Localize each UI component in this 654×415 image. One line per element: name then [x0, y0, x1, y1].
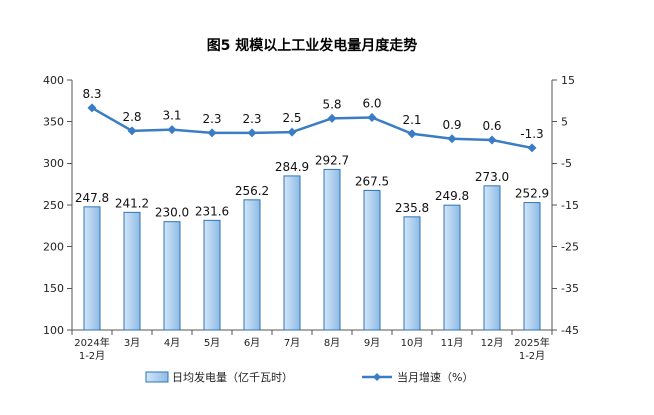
growth-rate-value-label: 2.3	[242, 112, 261, 126]
legend-item-bar: 日均发电量（亿千瓦时）	[145, 370, 293, 384]
y-left-tick-label: 150	[43, 282, 64, 295]
x-category-label: 12月	[481, 337, 504, 349]
x-category-label: 4月	[164, 337, 180, 349]
y-right-tick-label: 5	[561, 116, 568, 129]
y-left-tick-label: 250	[43, 199, 64, 212]
x-category-label: 2025年 1-2月	[514, 336, 549, 362]
growth-rate-marker	[87, 103, 97, 113]
bar	[523, 202, 541, 331]
legend-bar-label: 日均发电量（亿千瓦时）	[172, 370, 293, 384]
growth-rate-marker	[247, 128, 257, 138]
y-left-tick-label: 200	[43, 241, 64, 254]
y-left-tick-label: 300	[43, 157, 64, 170]
growth-rate-marker	[327, 113, 337, 123]
legend-line-label: 当月增速（%）	[397, 370, 473, 384]
growth-rate-value-label: 6.0	[362, 97, 381, 111]
legend: 日均发电量（亿千瓦时） 当月增速（%）	[145, 370, 473, 384]
growth-rate-value-label: 2.1	[402, 113, 421, 127]
growth-rate-line	[91, 106, 533, 150]
x-category-label: 8月	[324, 337, 340, 349]
growth-rate-value-label: 8.3	[82, 87, 101, 101]
growth-rate-value-label: 0.9	[442, 118, 461, 132]
growth-rate-marker	[527, 143, 537, 153]
bar-value-label: 284.9	[275, 160, 309, 174]
bar	[403, 216, 421, 331]
bar-value-label: 292.7	[315, 153, 349, 167]
growth-rate-value-label: 2.5	[282, 111, 301, 125]
growth-rate-value-label: -1.3	[520, 127, 543, 141]
bar	[483, 185, 501, 331]
bar-value-label: 230.0	[155, 206, 189, 220]
y-right-tick-label: -25	[561, 241, 579, 254]
bar	[443, 204, 461, 331]
growth-rate-value-label: 2.3	[202, 112, 221, 126]
growth-rate-marker	[287, 127, 297, 137]
x-category-label: 3月	[124, 337, 140, 349]
y-right-tick-label: -5	[561, 157, 572, 170]
legend-line-marker	[373, 373, 381, 381]
y-left-tick-label: 100	[43, 324, 64, 337]
y-left-tick-label: 400	[43, 74, 64, 87]
x-category-label: 5月	[204, 337, 220, 349]
bar	[283, 175, 301, 331]
bar-value-label: 273.0	[475, 170, 509, 184]
growth-rate-value-label: 2.8	[122, 110, 141, 124]
chart-title: 图5 规模以上工业发电量月度走势	[207, 37, 418, 54]
bar	[363, 189, 381, 331]
bar	[203, 219, 221, 331]
bar-series: 247.8 241.2 230.0 231.6 256.2 284.9 292.7 267.5…	[75, 153, 549, 331]
y-right-tick-label: -15	[561, 199, 579, 212]
x-category-label: 6月	[244, 337, 260, 349]
y-right-tick-label: -45	[561, 324, 579, 337]
bar	[243, 199, 261, 331]
bar-value-label: 249.8	[435, 189, 469, 203]
growth-rate-marker	[207, 128, 217, 138]
x-category-label: 9月	[364, 337, 380, 349]
bar-value-label: 267.5	[355, 174, 389, 188]
bar-value-label: 241.2	[115, 196, 149, 210]
bar-value-label: 256.2	[235, 184, 269, 198]
growth-rate-marker	[447, 134, 457, 144]
bar	[163, 221, 181, 331]
legend-item-line: 当月增速（%）	[362, 370, 473, 384]
growth-rate-marker	[487, 135, 497, 145]
growth-rate-marker	[367, 113, 377, 122]
bar-value-label: 252.9	[515, 187, 549, 201]
x-category-label: 10月	[401, 337, 424, 349]
growth-rate-value-label: 0.6	[482, 119, 501, 133]
line-series: 8.3 2.8 3.1 2.3 2.3 2.5 5.8 6.0 2.1 0.9 0.6 -1.3	[82, 87, 544, 153]
growth-rate-marker	[167, 125, 177, 135]
x-category-label: 11月	[441, 337, 464, 349]
growth-rate-marker	[127, 126, 137, 136]
bar	[323, 168, 341, 331]
y-left-tick-label: 350	[43, 116, 64, 129]
legend-bar-swatch	[145, 371, 169, 383]
bar	[123, 211, 141, 331]
growth-rate-value-label: 3.1	[162, 109, 181, 123]
bar-value-label: 231.6	[195, 204, 229, 218]
growth-rate-marker	[407, 129, 417, 139]
bar-value-label: 247.8	[75, 191, 109, 205]
y-right-tick-label: 15	[561, 74, 575, 87]
x-category-label: 7月	[284, 337, 300, 349]
axes: 100 150 200 250 300 350 400 -45 -35 -25 -15 -5 5 15 20…	[43, 74, 579, 362]
y-right-tick-label: -35	[561, 282, 579, 295]
growth-rate-value-label: 5.8	[322, 97, 341, 111]
x-category-label: 2024年 1-2月	[74, 336, 109, 362]
bar-value-label: 235.8	[395, 201, 429, 215]
bar	[83, 206, 101, 331]
